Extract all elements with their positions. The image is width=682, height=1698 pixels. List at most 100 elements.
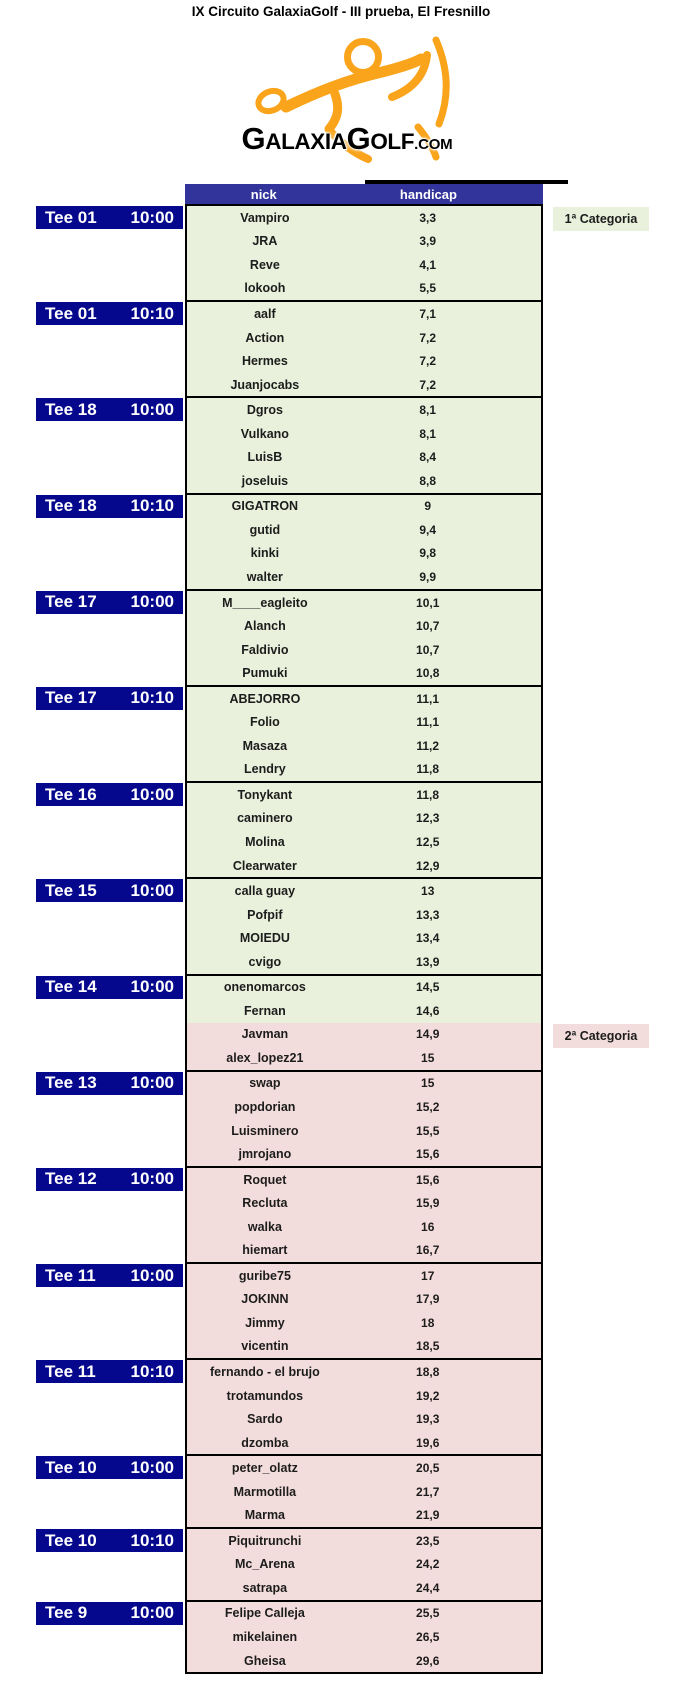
player-row: satrapa 24,4 [187,1576,541,1600]
tee-name: Tee 17 [45,592,97,612]
player-nick: Molina [245,834,285,849]
player-handicap: 14,9 [416,1027,440,1042]
player-row: Felipe Calleja 25,5 [187,1601,541,1626]
tee-time-label: Tee 18 10:00 [36,398,183,422]
tee-name: Tee 14 [45,977,97,996]
player-nick: jmrojano [238,1147,292,1162]
tee-time-label: Tee 9 10:00 [36,1601,183,1625]
tee-group: Tee 13 10:00 swap 15 popdorian 15,2 Luisminero… [36,1069,543,1168]
tee-name: Tee 15 [45,880,97,900]
player-handicap: 8,4 [419,450,437,465]
player-row: JOKINN 17,9 [187,1287,541,1312]
player-nick: Roquet [243,1172,287,1187]
tee-name: Tee 16 [45,784,97,804]
player-nick: Recluta [242,1196,288,1211]
player-handicap: 12,5 [416,834,440,849]
player-row: Clearwater 12,9 [187,853,541,878]
player-handicap: 7,2 [419,330,437,345]
player-row: Masaza 11,2 [187,734,541,758]
player-nick: Pofpif [247,907,283,922]
player-nick: MOIEDU [239,931,290,946]
tee-group: Tee 14 10:00 onenomarcos 14,5 Fernan 14,6 Javm… [36,973,543,1072]
player-handicap: 14,6 [416,1003,440,1018]
player-handicap: 23,5 [416,1533,440,1548]
player-row: joseluis 8,8 [187,469,541,493]
player-nick: guribe75 [238,1268,291,1283]
tee-time-label: Tee 17 10:10 [36,686,183,710]
player-handicap: 3,9 [419,234,437,249]
player-row: Vulkano 8,1 [187,421,541,446]
tee-group: Tee 17 10:00 M____eagleito 10,1 Alanch 10,7 Fa… [36,588,543,687]
player-nick: walka [247,1219,282,1234]
tee-time-label: Tee 01 10:00 [36,206,183,229]
tee-start-time: 10:00 [130,207,174,227]
player-row: GIGATRON 9 [187,494,541,519]
player-row: Gheisa 29,6 [187,1648,541,1673]
player-nick: Gheisa [244,1653,286,1668]
player-row: walter 9,9 [187,565,541,589]
player-nick: ABEJORRO [229,691,301,706]
tee-start-time: 10:10 [130,1361,174,1381]
player-row: vicentin 18,5 [187,1334,541,1359]
player-row: cvigo 13,9 [187,949,541,974]
tee-group: Tee 01 10:10 aalf 7,1 Action 7,2 Hermes 7,2 Juan… [36,300,543,399]
player-nick: Mc_Arena [235,1557,295,1572]
player-handicap: 21,9 [416,1508,440,1523]
tee-time-label: Tee 16 10:00 [36,783,183,807]
player-nick: Reve [249,257,280,272]
player-nick: Dgros [246,403,283,418]
player-handicap: 13,9 [416,954,440,969]
tee-name: Tee 18 [45,399,97,419]
player-nick: calla guay [234,884,296,899]
player-handicap: 19,6 [416,1435,440,1450]
player-row: Pofpif 13,3 [187,902,541,927]
player-handicap: 25,5 [416,1606,440,1621]
tee-group: Tee 17 10:10 ABEJORRO 11,1 Folio 11,1 Masaza 11… [36,684,543,784]
player-row: Faldivio 10,7 [187,637,541,662]
player-handicap: 7,1 [419,306,437,321]
tee-time-label: Tee 10 10:00 [36,1456,183,1480]
player-handicap: 11,1 [416,715,440,730]
player-row: Piquitrunchi 23,5 [187,1529,541,1553]
tee-start-time: 10:00 [130,399,174,419]
player-row: Tonykant 11,8 [187,783,541,807]
player-nick: onenomarcos [223,980,306,995]
player-row: LuisB 8,4 [187,445,541,470]
tee-start-time: 10:00 [130,977,174,996]
player-handicap: 3,3 [419,210,437,225]
player-row: Javman 14,9 [187,1022,541,1047]
tee-time-label: Tee 10 10:10 [36,1529,183,1553]
handicap-column-top-border [365,180,568,184]
player-row: Reve 4,1 [187,253,541,277]
player-handicap: 9,9 [419,569,437,584]
player-row: Fernan 14,6 [187,999,541,1023]
player-row: jmrojano 15,6 [187,1142,541,1166]
player-handicap: 7,2 [419,377,437,392]
tee-group: Tee 16 10:00 Tonykant 11,8 caminero 12,3 Molin… [36,781,543,880]
player-handicap: 15,2 [416,1100,440,1114]
tee-start-time: 10:00 [130,1073,174,1093]
player-nick: fernando - el brujo [210,1365,320,1380]
galaxiagolf-wordmark: GALAXIAGOLF.COM [242,121,453,157]
player-row: JRA 3,9 [187,229,541,254]
player-row: trotamundos 19,2 [187,1383,541,1408]
player-handicap: 24,2 [416,1557,440,1572]
tee-start-time: 10:00 [130,784,174,804]
player-handicap: 13 [421,884,435,899]
tee-start-time: 10:00 [130,1265,174,1285]
tee-start-time: 10:00 [130,1603,174,1623]
tee-name: Tee 10 [45,1457,97,1477]
golfer-swing-icon [255,36,450,163]
player-row: popdorian 15,2 [187,1095,541,1119]
player-row: MOIEDU 13,4 [187,926,541,950]
player-nick: hiemart [242,1243,288,1258]
player-handicap: 12,3 [416,811,440,826]
player-row: Action 7,2 [187,325,541,350]
player-nick: Marma [244,1508,286,1523]
tee-start-time: 10:10 [130,688,174,708]
player-handicap: 20,5 [416,1461,440,1476]
player-row: walka 16 [187,1214,541,1239]
player-handicap: 18,5 [416,1339,440,1354]
player-handicap: 8,1 [419,403,437,418]
